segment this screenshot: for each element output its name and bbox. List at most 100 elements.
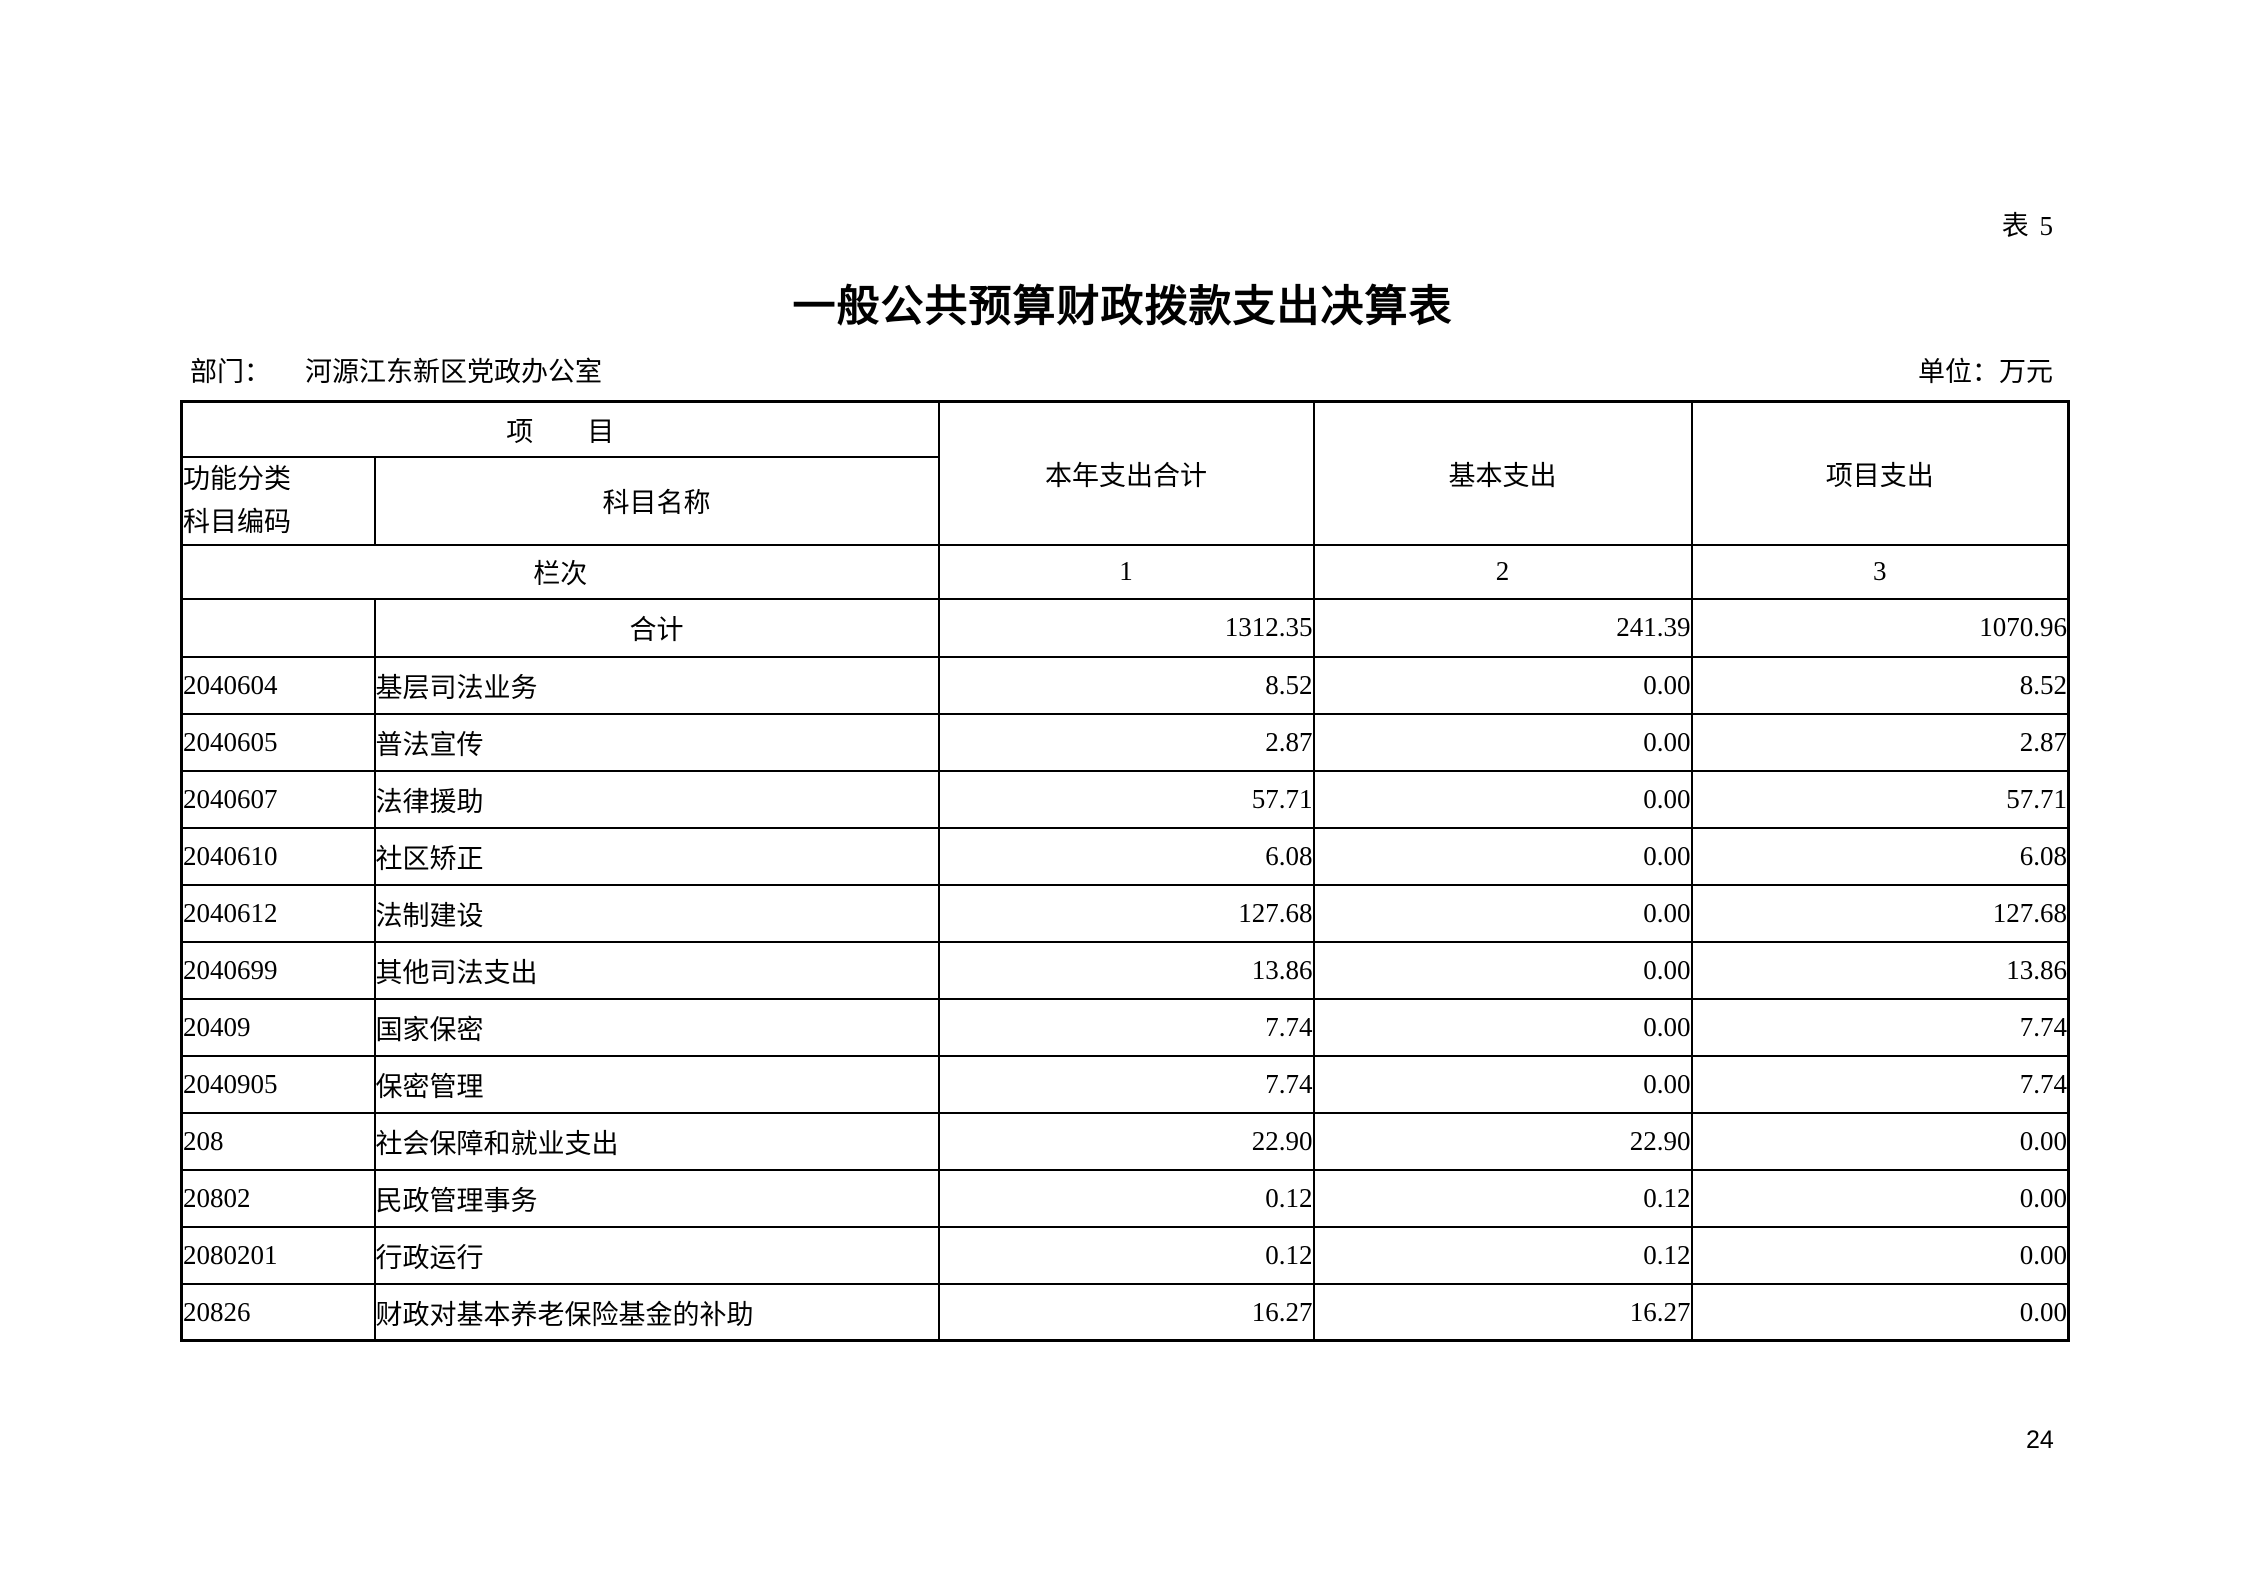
header-code: 功能分类 科目编码 <box>180 455 376 546</box>
table-row: 208 社会保障和就业支出 22.90 22.90 0.00 <box>180 1111 2070 1171</box>
total-cell: 7.74 <box>937 1054 1315 1114</box>
basic-cell: 0.00 <box>1312 655 1693 715</box>
code-cell: 2080201 <box>180 1225 376 1285</box>
basic-cell: 16.27 <box>1312 1282 1693 1342</box>
code-cell: 2040699 <box>180 940 376 1000</box>
header-project-expense: 项目支出 <box>1690 400 2070 546</box>
table-row: 2040610 社区矫正 6.08 0.00 6.08 <box>180 826 2070 886</box>
total-cell: 6.08 <box>937 826 1315 886</box>
code-cell: 2040610 <box>180 826 376 886</box>
table-row: 2040612 法制建设 127.68 0.00 127.68 <box>180 883 2070 943</box>
name-cell: 基层司法业务 <box>373 655 940 715</box>
code-cell: 208 <box>180 1111 376 1171</box>
basic-cell: 241.39 <box>1312 597 1693 658</box>
lanci-label: 栏次 <box>180 543 940 600</box>
project-cell: 7.74 <box>1690 1054 2070 1114</box>
basic-cell: 0.00 <box>1312 826 1693 886</box>
total-cell: 0.12 <box>937 1168 1315 1228</box>
project-cell: 57.71 <box>1690 769 2070 829</box>
project-cell: 0.00 <box>1690 1282 2070 1342</box>
project-cell: 1070.96 <box>1690 597 2070 658</box>
code-cell: 2040607 <box>180 769 376 829</box>
lanci-col-2: 2 <box>1312 543 1693 600</box>
total-cell: 22.90 <box>937 1111 1315 1171</box>
total-cell: 7.74 <box>937 997 1315 1057</box>
code-cell <box>180 597 376 658</box>
unit-label: 单位：万元 <box>1918 357 2053 387</box>
basic-cell: 0.00 <box>1312 769 1693 829</box>
project-cell: 7.74 <box>1690 997 2070 1057</box>
name-cell: 保密管理 <box>373 1054 940 1114</box>
project-cell: 0.00 <box>1690 1168 2070 1228</box>
header-total: 本年支出合计 <box>937 400 1315 546</box>
header-basic: 基本支出 <box>1312 400 1693 546</box>
code-cell: 20826 <box>180 1282 376 1342</box>
code-cell: 2040604 <box>180 655 376 715</box>
department-line: 部门： 河源江东新区党政办公室 <box>190 350 602 389</box>
total-row: 合计 1312.35 241.39 1070.96 <box>180 597 2070 658</box>
name-cell: 国家保密 <box>373 997 940 1057</box>
basic-cell: 0.00 <box>1312 940 1693 1000</box>
name-cell: 行政运行 <box>373 1225 940 1285</box>
basic-cell: 0.12 <box>1312 1225 1693 1285</box>
total-cell: 8.52 <box>937 655 1315 715</box>
department-label: 部门： <box>190 357 271 387</box>
name-cell: 合计 <box>373 597 940 658</box>
basic-cell: 0.00 <box>1312 712 1693 772</box>
table-row: 2040605 普法宣传 2.87 0.00 2.87 <box>180 712 2070 772</box>
project-cell: 2.87 <box>1690 712 2070 772</box>
table-row: 2040699 其他司法支出 13.86 0.00 13.86 <box>180 940 2070 1000</box>
project-cell: 8.52 <box>1690 655 2070 715</box>
table-number-label: 表 5 <box>2001 211 2055 241</box>
name-cell: 民政管理事务 <box>373 1168 940 1228</box>
total-cell: 57.71 <box>937 769 1315 829</box>
table-row: 20826 财政对基本养老保险基金的补助 16.27 16.27 0.00 <box>180 1282 2070 1342</box>
name-cell: 财政对基本养老保险基金的补助 <box>373 1282 940 1342</box>
lanci-col-3: 3 <box>1690 543 2070 600</box>
header-row-project: 项 目 本年支出合计 基本支出 项目支出 <box>180 400 2070 546</box>
basic-cell: 0.00 <box>1312 997 1693 1057</box>
name-cell: 普法宣传 <box>373 712 940 772</box>
project-cell: 6.08 <box>1690 826 2070 886</box>
table-row: 2040604 基层司法业务 8.52 0.00 8.52 <box>180 655 2070 715</box>
budget-table: 项 目 本年支出合计 基本支出 项目支出 功能分类 科目编码 科目名称 栏次 1… <box>180 400 2070 1343</box>
total-cell: 13.86 <box>937 940 1315 1000</box>
code-cell: 20409 <box>180 997 376 1057</box>
total-cell: 1312.35 <box>937 597 1315 658</box>
header-subject-name: 科目名称 <box>373 455 940 546</box>
project-cell: 0.00 <box>1690 1111 2070 1171</box>
total-cell: 16.27 <box>937 1282 1315 1342</box>
basic-cell: 22.90 <box>1312 1111 1693 1171</box>
total-cell: 2.87 <box>937 712 1315 772</box>
department-value: 河源江东新区党政办公室 <box>305 357 602 387</box>
name-cell: 其他司法支出 <box>373 940 940 1000</box>
page-title: 一般公共预算财政拨款支出决算表 <box>792 283 1453 331</box>
code-cell: 2040605 <box>180 712 376 772</box>
code-cell: 20802 <box>180 1168 376 1228</box>
header-row-subject: 功能分类 科目编码 科目名称 <box>180 455 2069 546</box>
basic-cell: 0.00 <box>1312 883 1693 943</box>
table-row: 20802 民政管理事务 0.12 0.12 0.00 <box>180 1168 2070 1228</box>
table-row: 20409 国家保密 7.74 0.00 7.74 <box>180 997 2070 1057</box>
lanci-row: 栏次 1 2 3 <box>180 543 2070 600</box>
table-row: 2080201 行政运行 0.12 0.12 0.00 <box>180 1225 2070 1285</box>
lanci-col-1: 1 <box>937 543 1315 600</box>
basic-cell: 0.12 <box>1312 1168 1693 1228</box>
total-cell: 0.12 <box>937 1225 1315 1285</box>
project-cell: 13.86 <box>1690 940 2070 1000</box>
code-cell: 2040612 <box>180 883 376 943</box>
name-cell: 法律援助 <box>373 769 940 829</box>
total-cell: 127.68 <box>937 883 1315 943</box>
page-number: 24 <box>2026 1426 2054 1454</box>
header-project-group: 项 目 <box>180 400 940 458</box>
table-row: 2040607 法律援助 57.71 0.00 57.71 <box>180 769 2070 829</box>
project-cell: 127.68 <box>1690 883 2070 943</box>
code-cell: 2040905 <box>180 1054 376 1114</box>
project-cell: 0.00 <box>1690 1225 2070 1285</box>
name-cell: 社区矫正 <box>373 826 940 886</box>
table-row: 2040905 保密管理 7.74 0.00 7.74 <box>180 1054 2070 1114</box>
name-cell: 社会保障和就业支出 <box>373 1111 940 1171</box>
basic-cell: 0.00 <box>1312 1054 1693 1114</box>
name-cell: 法制建设 <box>373 883 940 943</box>
